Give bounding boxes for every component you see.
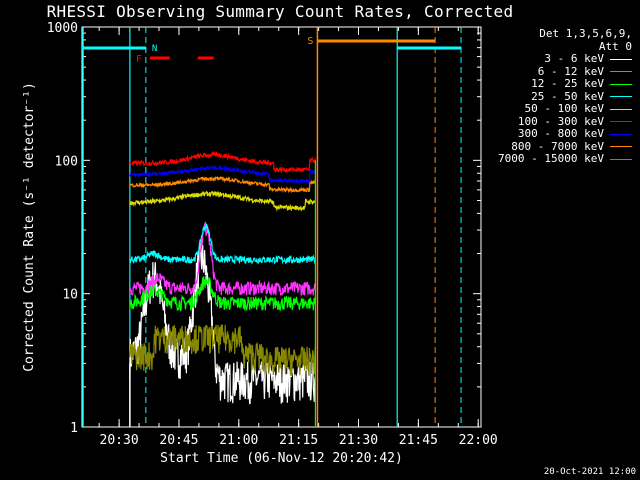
chart-title: RHESSI Observing Summary Count Rates, Co… — [46, 2, 514, 21]
y-tick-label: 10 — [62, 288, 78, 303]
series-line-3 — [129, 223, 316, 265]
legend-item: 12 - 25 keV — [498, 77, 632, 91]
legend-item: 50 - 100 keV — [498, 102, 632, 116]
legend-item-label: 12 - 25 keV — [531, 77, 604, 90]
legend-item: 3 - 6 keV — [498, 52, 632, 66]
legend-item-label: 100 - 300 keV — [517, 114, 604, 128]
series-line-0 — [129, 243, 316, 405]
legend-swatch — [610, 108, 632, 110]
legend-swatch — [610, 71, 632, 73]
x-tick-label: 21:15 — [279, 433, 318, 448]
legend: Det 1,3,5,6,9, Att 0 3 - 6 keV 6 - 12 keV… — [498, 27, 632, 166]
x-tick-label: 21:30 — [339, 433, 378, 448]
legend-item: 300 - 800 keV — [498, 127, 632, 141]
legend-item-label: 50 - 100 keV — [524, 102, 604, 115]
legend-swatch — [610, 58, 632, 60]
series-line-1 — [129, 221, 316, 296]
series-line-5 — [129, 150, 316, 175]
x-tick-label: 22:00 — [459, 433, 498, 448]
legend-item: 800 - 7000 keV — [498, 139, 632, 154]
legend-header-2: Att 0 — [598, 39, 632, 53]
legend-swatch — [610, 158, 632, 160]
flare-label: F — [136, 54, 142, 65]
night-label: N — [152, 44, 157, 54]
y-tick-label: 100 — [55, 154, 78, 169]
series-line-2 — [129, 275, 316, 312]
legend-swatch — [610, 146, 632, 148]
series-line-4 — [129, 190, 316, 212]
x-axis-label: Start Time (06-Nov-12 20:20:42) — [160, 451, 403, 466]
legend-swatch — [610, 133, 632, 135]
x-tick-label: 20:45 — [159, 433, 198, 448]
legend-item-label: 3 - 6 keV — [544, 52, 604, 65]
plot-frame — [81, 26, 482, 428]
legend-header-1: Det 1,3,5,6,9, — [539, 27, 632, 40]
legend-swatch — [610, 83, 632, 85]
y-axis-label: Corrected Count Rate (s⁻¹ detector⁻¹) — [22, 82, 37, 372]
series-line-6 — [129, 164, 316, 185]
legend-item: 100 - 300 keV — [498, 114, 632, 129]
legend-item-label: 6 - 12 keV — [537, 64, 604, 78]
legend-swatch — [610, 121, 632, 123]
legend-item-label: 25 - 50 keV — [531, 89, 604, 103]
series-line-7 — [129, 175, 316, 194]
saa-label: S — [307, 36, 313, 47]
y-tick-label: 1 — [70, 421, 78, 436]
footer-date: 20-Oct-2021 12:00 — [543, 467, 636, 477]
legend-item-label: 800 - 7000 keV — [511, 139, 604, 153]
legend-item: 6 - 12 keV — [498, 64, 632, 79]
legend-item-label: 300 - 800 keV — [517, 127, 604, 140]
x-tick-label: 20:30 — [100, 433, 139, 448]
legend-item-label: 7000 - 15000 keV — [498, 152, 604, 165]
legend-item: 7000 - 15000 keV — [498, 152, 632, 166]
legend-item: 25 - 50 keV — [498, 89, 632, 104]
legend-swatch — [610, 96, 632, 98]
series-line-8 — [129, 324, 316, 376]
x-tick-label: 21:00 — [219, 433, 258, 448]
x-tick-label: 21:45 — [399, 433, 438, 448]
y-tick-label: 1000 — [47, 21, 78, 36]
